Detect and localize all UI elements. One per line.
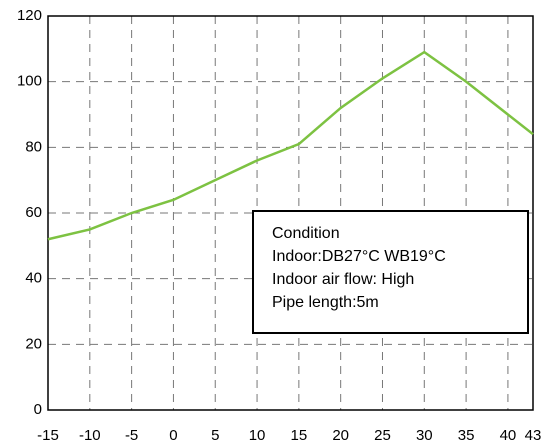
x-tick-label: 20 (332, 427, 349, 444)
y-tick-label: 40 (25, 270, 42, 287)
x-tick-label: 15 (291, 427, 308, 444)
y-tick-label: 120 (17, 7, 42, 24)
x-tick-label: 35 (458, 427, 475, 444)
annotation-text: Indoor air flow: High (272, 271, 414, 288)
x-tick-label: -15 (37, 427, 59, 444)
annotation-text: Indoor:DB27°C WB19°C (272, 248, 446, 265)
annotation-text: Pipe length:5m (272, 294, 379, 311)
plot-frame (47, 15, 534, 411)
x-tick-label: 43 (525, 427, 542, 444)
x-tick-label: 5 (211, 427, 219, 444)
x-tick-label: 40 (500, 427, 517, 444)
y-tick-label: 80 (25, 138, 42, 155)
x-tick-label: 10 (249, 427, 266, 444)
y-tick-label: 20 (25, 335, 42, 352)
annotation-text: Condition (272, 225, 340, 242)
y-tick-label: 60 (25, 204, 42, 221)
x-tick-label: 0 (169, 427, 177, 444)
x-tick-label: -10 (79, 427, 101, 444)
x-tick-label: 25 (374, 427, 391, 444)
x-tick-label: -5 (125, 427, 138, 444)
legend-box (252, 210, 529, 334)
x-tick-label: 30 (416, 427, 433, 444)
y-tick-label: 0 (34, 401, 42, 418)
y-tick-label: 100 (17, 73, 42, 90)
data-line (47, 50, 534, 241)
